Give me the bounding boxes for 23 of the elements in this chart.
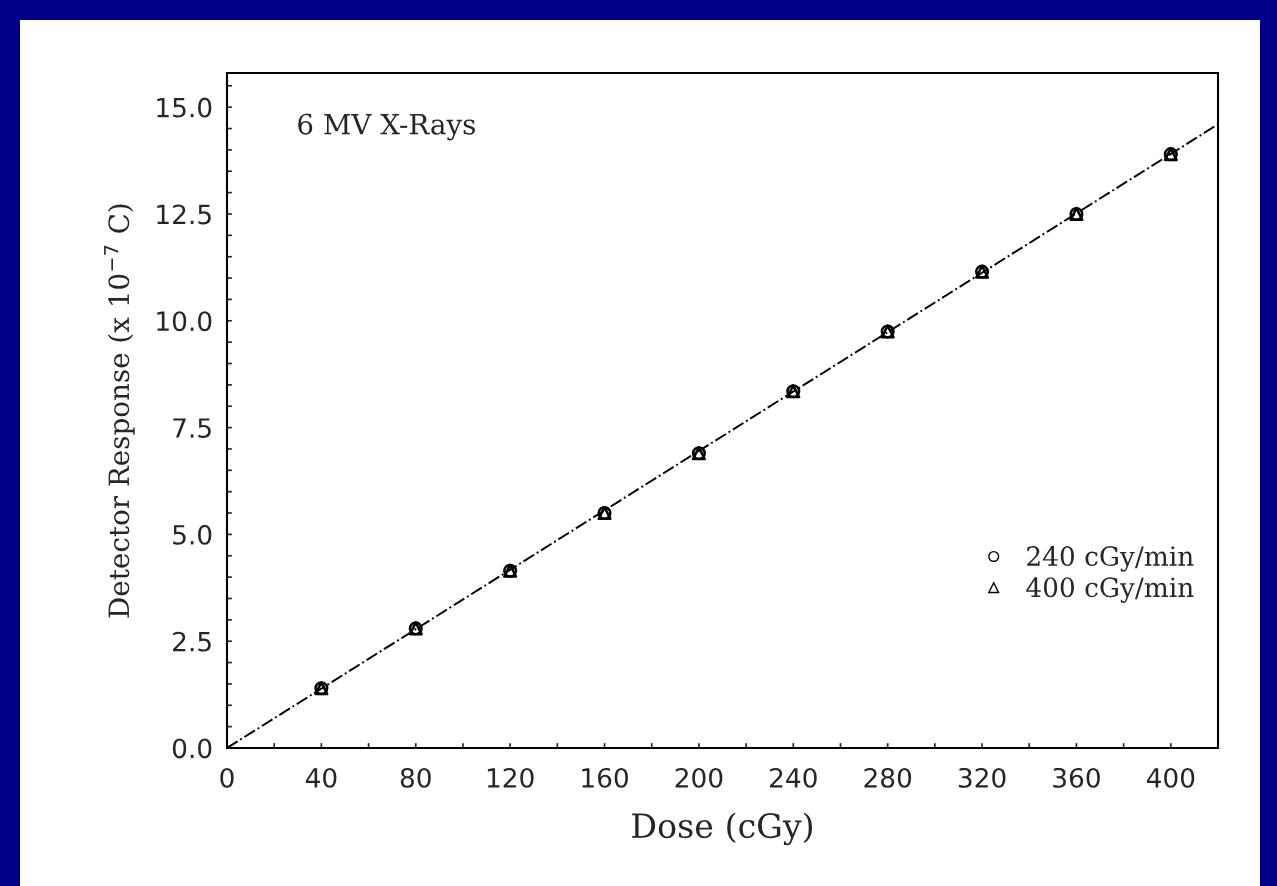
y-tick-label: 2.5 [173,631,211,652]
y-tick-label: 10.0 [157,311,212,332]
y-tick-label: 12.5 [157,204,211,225]
x-tick-label: 360 [1053,767,1100,788]
x-tick-label: 200 [675,767,723,788]
y-tick-label: 7.5 [173,418,211,438]
annotation: 6 MV X-Rays [298,113,475,141]
y-axis-title: Detector Response (x 10$^{−7}$ C) [104,204,135,618]
x-tick-label: 280 [864,767,912,788]
legend-label: 240 cGy/min [1027,546,1194,572]
x-tick-label: 80 [400,767,431,788]
x-tick-label: 120 [487,767,534,788]
x-tick-label: 240 [770,767,817,788]
y-tick-label: 15.0 [157,97,212,118]
y-tick-label: 5.0 [173,524,212,545]
x-tick-label: 160 [582,767,628,788]
x-axis-title: Dose (cGy) [632,812,813,846]
x-tick-label: 320 [958,767,1006,788]
legend-label: 400 cGy/min [1026,577,1194,603]
x-tick-label: 40 [305,767,337,788]
y-tick-label: 0.0 [172,738,212,759]
x-tick-label: 0 [220,767,234,788]
x-tick-label: 400 [1146,767,1195,788]
